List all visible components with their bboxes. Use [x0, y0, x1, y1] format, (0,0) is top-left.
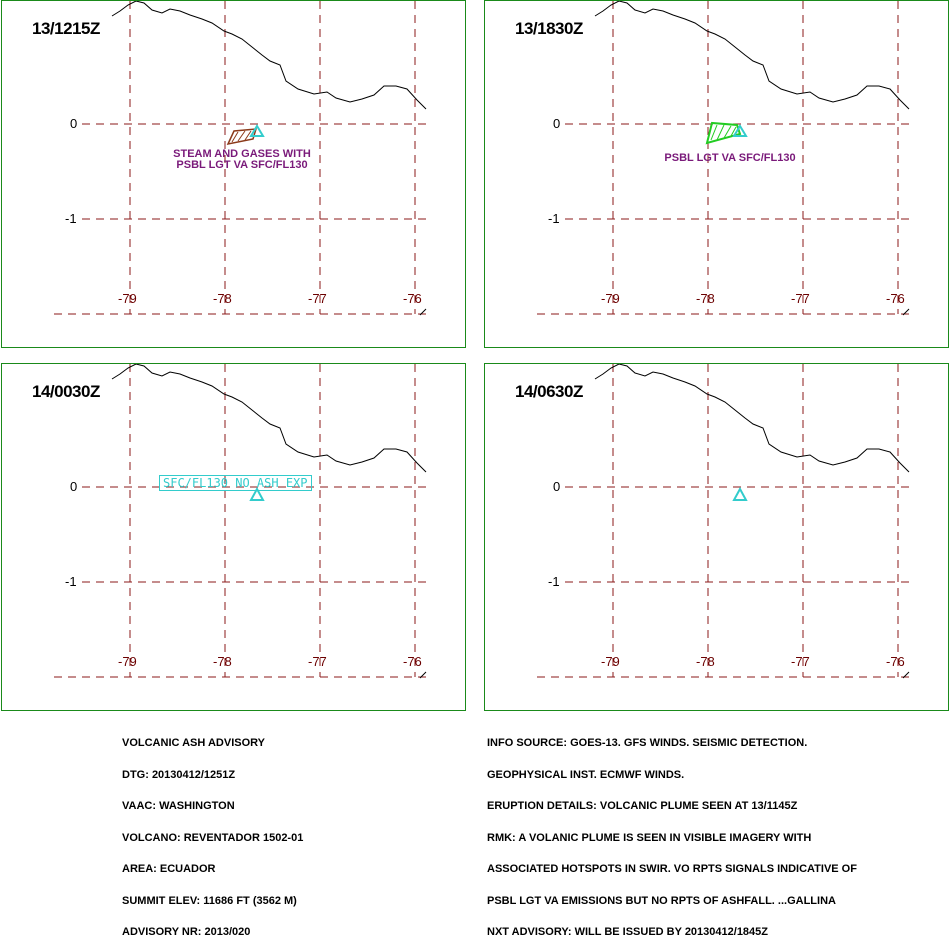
- panel-time: 14/0030Z: [32, 382, 100, 401]
- panel-time: 13/1830Z: [515, 19, 583, 38]
- lon-label-77: -77: [308, 291, 327, 306]
- lat-label-minus1: -1: [65, 574, 77, 589]
- advisory-line: VOLCANO: REVENTADOR 1502-01: [122, 831, 304, 844]
- lat-label-minus1: -1: [65, 211, 77, 226]
- lat-label-minus1: -1: [548, 211, 560, 226]
- lon-label-76: -76: [403, 291, 422, 306]
- ash-cloud: [705, 121, 742, 145]
- map-canvas-4: [537, 364, 910, 679]
- advisory-line: VAAC: WASHINGTON: [122, 800, 235, 812]
- grid-lines: [54, 364, 427, 678]
- lon-label-79: -79: [118, 654, 137, 669]
- lon-label-77: -77: [791, 654, 810, 669]
- panel-time: 14/0630Z: [515, 382, 583, 401]
- triangle-icon: [249, 124, 265, 137]
- lat-label-minus1: -1: [548, 574, 560, 589]
- advisory-header-block: VOLCANIC ASH ADVISORY DTG: 20130412/1251…: [122, 717, 303, 948]
- lon-label-78: -78: [696, 654, 715, 669]
- map-canvas-1: [54, 1, 427, 316]
- grid-lines: [54, 1, 427, 315]
- lon-label-79: -79: [601, 291, 620, 306]
- lon-label-77: -77: [308, 654, 327, 669]
- triangle-icon: [249, 486, 265, 501]
- no-ash-note: SFC/FL130 NO ASH EXP: [159, 475, 312, 491]
- advisory-details-block: INFO SOURCE: GOES-13. GFS WINDS. SEISMIC…: [487, 717, 857, 948]
- advisory-line: PSBL LGT VA EMISSIONS BUT NO RPTS OF ASH…: [487, 894, 836, 907]
- lon-label-79: -79: [118, 291, 137, 306]
- triangle-icon: [732, 486, 748, 501]
- advisory-line: GEOPHYSICAL INST. ECMWF WINDS.: [487, 768, 685, 781]
- annotation-line: STEAM AND GASES WITH: [173, 148, 311, 160]
- lat-label-0: 0: [70, 479, 78, 494]
- map-canvas-2: [537, 1, 910, 316]
- lon-label-78: -78: [213, 654, 232, 669]
- map-panel-1: 13/1215Z 0 -1 -79 -78 -77 -76 STEAM AND …: [1, 0, 466, 348]
- map-panel-2: 13/1830Z 0 -1 -79 -78 -77 -76 PSBL LGT V…: [484, 0, 949, 348]
- lon-label-77: -77: [791, 291, 810, 306]
- triangle-icon: [732, 124, 748, 137]
- annotation-line: PSBL LGT VA SFC/FL130: [176, 159, 308, 171]
- advisory-line: ERUPTION DETAILS: VOLCANIC PLUME SEEN AT…: [487, 800, 798, 812]
- map-panel-4: 14/0630Z 0 -1 -79 -78 -77 -76: [484, 363, 949, 711]
- lon-label-79: -79: [601, 654, 620, 669]
- ash-annotation: PSBL LGT VA SFC/FL130: [630, 153, 830, 164]
- lon-label-76: -76: [886, 291, 905, 306]
- ash-cloud-hatch: [231, 130, 252, 143]
- advisory-line: DTG: 20130412/1251Z: [122, 768, 236, 781]
- advisory-line: AREA: ECUADOR: [122, 863, 216, 875]
- lat-label-0: 0: [553, 479, 561, 494]
- ash-annotation: STEAM AND GASES WITH PSBL LGT VA SFC/FL1…: [142, 149, 342, 171]
- coastline: [594, 364, 910, 473]
- coastline: [594, 1, 910, 110]
- panel-time: 13/1215Z: [32, 19, 100, 38]
- lat-label-0: 0: [553, 116, 561, 131]
- coastline: [111, 364, 427, 473]
- lon-label-76: -76: [886, 654, 905, 669]
- lon-label-76: -76: [403, 654, 422, 669]
- grid-lines: [537, 1, 910, 315]
- advisory-line: SUMMIT ELEV: 11686 FT (3562 M): [122, 894, 297, 907]
- advisory-line: INFO SOURCE: GOES-13. GFS WINDS. SEISMIC…: [487, 737, 808, 749]
- lon-label-78: -78: [696, 291, 715, 306]
- advisory-line: RMK: A VOLANIC PLUME IS SEEN IN VISIBLE …: [487, 831, 812, 844]
- advisory-line: VOLCANIC ASH ADVISORY: [122, 737, 266, 749]
- advisory-line: ASSOCIATED HOTSPOTS IN SWIR. VO RPTS SIG…: [487, 863, 857, 875]
- lat-label-0: 0: [70, 116, 78, 131]
- map-canvas-3: [54, 364, 427, 679]
- annotation-line: PSBL LGT VA SFC/FL130: [664, 152, 796, 164]
- advisory-line: NXT ADVISORY: WILL BE ISSUED BY 20130412…: [487, 926, 769, 938]
- ash-cloud-hatch: [710, 124, 737, 141]
- coastline: [111, 1, 427, 110]
- advisory-line: ADVISORY NR: 2013/020: [122, 926, 251, 938]
- lon-label-78: -78: [213, 291, 232, 306]
- grid-lines: [537, 364, 910, 678]
- map-panel-3: 14/0030Z 0 -1 -79 -78 -77 -76 SFC/FL130 …: [1, 363, 466, 711]
